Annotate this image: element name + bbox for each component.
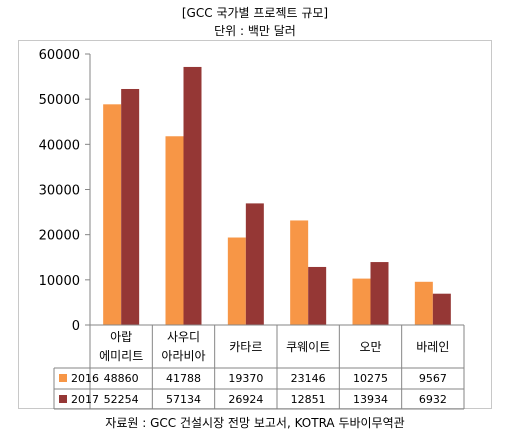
chart-title: [GCC 국가별 프로젝트 규모] bbox=[181, 6, 329, 20]
category-label: 오만 bbox=[359, 340, 381, 354]
table-value: 9567 bbox=[419, 372, 447, 385]
table-value: 6932 bbox=[419, 393, 447, 406]
category-label: 아랍 bbox=[110, 330, 132, 344]
table-value: 23146 bbox=[291, 372, 326, 385]
legend-swatch-2017 bbox=[59, 395, 67, 403]
table-value: 19370 bbox=[228, 372, 263, 385]
y-tick-label: 30000 bbox=[39, 184, 80, 199]
table-value: 10275 bbox=[353, 372, 388, 385]
bar-2017 bbox=[183, 66, 202, 325]
category-label: 아라비아 bbox=[161, 349, 205, 363]
category-label: 에미리트 bbox=[99, 349, 143, 363]
bar-2017 bbox=[308, 266, 327, 325]
table-value: 12851 bbox=[291, 393, 326, 406]
table-value: 57134 bbox=[166, 393, 201, 406]
source-note: 자료원 : GCC 건설시장 전망 보고서, KOTRA 두바이무역관 bbox=[105, 416, 405, 430]
y-tick-label: 10000 bbox=[39, 274, 80, 289]
legend-label: 2017 bbox=[71, 393, 99, 406]
legend-label: 2016 bbox=[71, 372, 99, 385]
bar-2016 bbox=[103, 104, 122, 325]
bar-2017 bbox=[432, 293, 451, 325]
bar-2016 bbox=[352, 278, 371, 325]
y-tick-label: 50000 bbox=[39, 93, 80, 108]
table-value: 52254 bbox=[104, 393, 139, 406]
table-value: 48860 bbox=[104, 372, 139, 385]
bar-2016 bbox=[290, 220, 309, 325]
table-value: 13934 bbox=[353, 393, 388, 406]
y-tick-label: 20000 bbox=[39, 229, 80, 244]
bar-2017 bbox=[245, 203, 264, 325]
y-tick-label: 60000 bbox=[39, 48, 80, 63]
bar-2017 bbox=[121, 88, 140, 325]
category-label: 쿠웨이트 bbox=[286, 340, 330, 354]
y-tick-label: 0 bbox=[72, 319, 80, 334]
table-value: 41788 bbox=[166, 372, 201, 385]
legend-swatch-2016 bbox=[59, 374, 67, 382]
bar-2016 bbox=[227, 237, 246, 325]
category-label: 사우디 bbox=[167, 330, 200, 344]
table-value: 26924 bbox=[228, 393, 263, 406]
category-label: 바레인 bbox=[416, 340, 449, 354]
bar-2016 bbox=[414, 281, 433, 325]
bar-2017 bbox=[370, 262, 389, 325]
bar-2016 bbox=[165, 136, 184, 325]
y-tick-label: 40000 bbox=[39, 138, 80, 153]
category-label: 카타르 bbox=[229, 340, 262, 354]
unit-label: 단위 : 백만 달러 bbox=[214, 24, 296, 38]
